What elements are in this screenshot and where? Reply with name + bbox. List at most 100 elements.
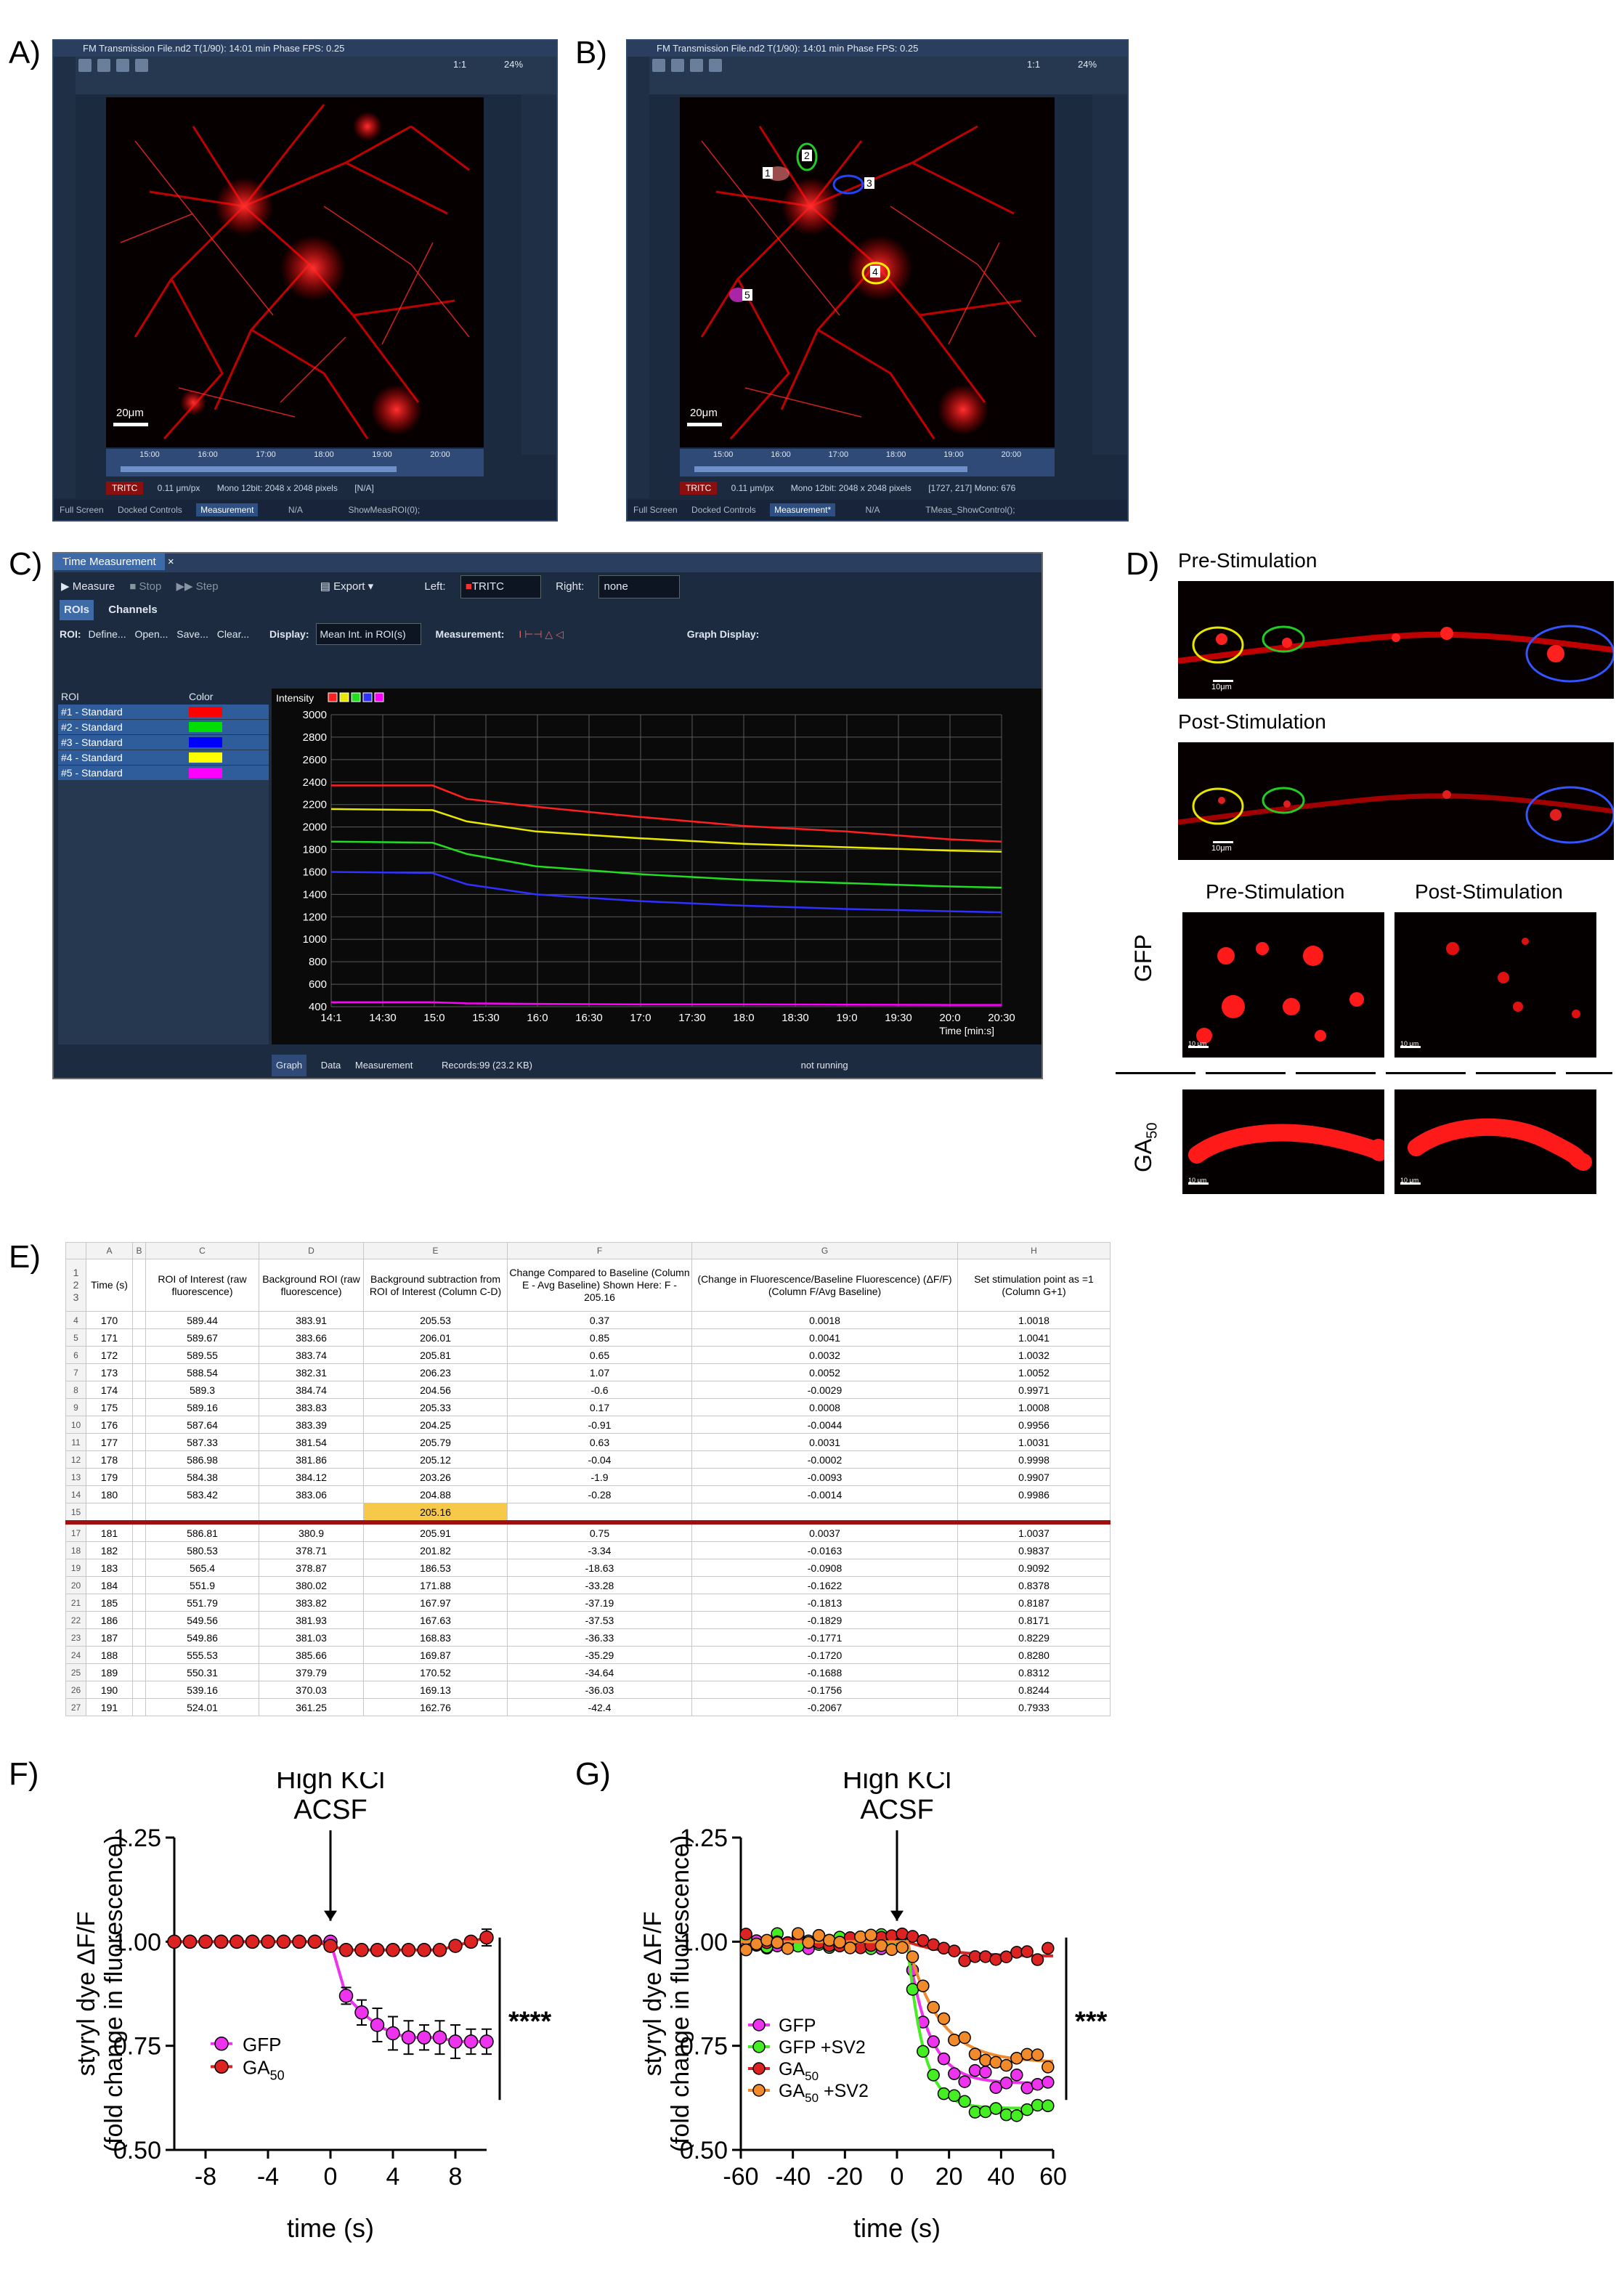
table-cell[interactable]: -0.28 (507, 1485, 692, 1503)
table-cell[interactable]: 383.82 (259, 1594, 364, 1612)
table-cell[interactable]: 383.74 (259, 1346, 364, 1364)
table-cell[interactable]: 0.9986 (957, 1485, 1111, 1503)
table-cell[interactable]: 206.23 (363, 1363, 508, 1381)
table-cell[interactable]: 0.9837 (957, 1541, 1111, 1559)
table-cell[interactable]: 205.16 (363, 1503, 508, 1523)
table-cell[interactable]: 187 (86, 1628, 133, 1647)
table-cell[interactable]: 0.9956 (957, 1416, 1111, 1434)
roi-color-swatch[interactable] (189, 737, 222, 747)
column-letter[interactable]: D (259, 1242, 364, 1259)
table-cell[interactable]: 182 (86, 1541, 133, 1559)
table-cell[interactable]: 0.9971 (957, 1381, 1111, 1399)
table-cell[interactable]: 205.53 (363, 1311, 508, 1329)
roi-row[interactable]: #5 - Standard (58, 766, 269, 780)
table-cell[interactable]: -42.4 (507, 1698, 692, 1716)
table-cell[interactable] (132, 1559, 146, 1577)
table-cell[interactable]: 380.9 (259, 1522, 364, 1542)
column-letter[interactable]: H (957, 1242, 1111, 1259)
table-cell[interactable]: -18.63 (507, 1559, 692, 1577)
table-cell[interactable] (132, 1328, 146, 1347)
table-cell[interactable]: 190 (86, 1681, 133, 1699)
table-cell[interactable]: 0.8280 (957, 1646, 1111, 1664)
table-cell[interactable] (132, 1503, 146, 1523)
table-cell[interactable]: 1.0052 (957, 1363, 1111, 1381)
table-cell[interactable]: 549.56 (145, 1611, 259, 1629)
column-letter[interactable]: A (86, 1242, 133, 1259)
table-cell[interactable] (132, 1663, 146, 1681)
table-cell[interactable]: 587.64 (145, 1416, 259, 1434)
table-cell[interactable]: 1.0037 (957, 1522, 1111, 1542)
table-cell[interactable]: 381.93 (259, 1611, 364, 1629)
table-cell[interactable]: -0.0014 (691, 1485, 958, 1503)
table-cell[interactable]: 162.76 (363, 1698, 508, 1716)
table-cell[interactable]: 180 (86, 1485, 133, 1503)
table-cell[interactable]: 206.01 (363, 1328, 508, 1347)
table-cell[interactable]: 0.17 (507, 1398, 692, 1416)
table-cell[interactable]: 384.12 (259, 1468, 364, 1486)
table-cell[interactable]: 0.63 (507, 1433, 692, 1451)
roi-color-swatch[interactable] (189, 768, 222, 778)
table-cell[interactable]: 171 (86, 1328, 133, 1347)
header-cell[interactable]: (Change in Fluorescence/Baseline Fluores… (691, 1259, 958, 1312)
status-tab-active[interactable]: Measurement* (770, 503, 836, 516)
table-cell[interactable]: 204.88 (363, 1485, 508, 1503)
table-cell[interactable]: -0.6 (507, 1381, 692, 1399)
export-button[interactable]: ▤ Export ▾ (320, 580, 374, 593)
table-cell[interactable]: 169.13 (363, 1681, 508, 1699)
table-cell[interactable]: 171.88 (363, 1576, 508, 1594)
table-cell[interactable]: 205.91 (363, 1522, 508, 1542)
table-cell[interactable]: -0.1688 (691, 1663, 958, 1681)
table-cell[interactable] (132, 1576, 146, 1594)
table-cell[interactable] (132, 1485, 146, 1503)
table-cell[interactable]: 0.8244 (957, 1681, 1111, 1699)
table-cell[interactable]: 203.26 (363, 1468, 508, 1486)
left-channel-select[interactable]: ■TRITC (460, 575, 541, 598)
table-cell[interactable]: 549.86 (145, 1628, 259, 1647)
table-cell[interactable]: 382.31 (259, 1363, 364, 1381)
roi-row[interactable]: #4 - Standard (58, 750, 269, 765)
table-cell[interactable]: 0.75 (507, 1522, 692, 1542)
table-cell[interactable]: 381.86 (259, 1450, 364, 1469)
table-cell[interactable]: 0.8187 (957, 1594, 1111, 1612)
table-cell[interactable]: 379.79 (259, 1663, 364, 1681)
table-cell[interactable]: 586.98 (145, 1450, 259, 1469)
table-cell[interactable]: 0.0037 (691, 1522, 958, 1542)
measure-tool-icon[interactable] (690, 59, 703, 72)
roi-tool-icon[interactable] (78, 59, 92, 72)
table-cell[interactable]: 0.0032 (691, 1346, 958, 1364)
table-cell[interactable]: 0.0041 (691, 1328, 958, 1347)
table-cell[interactable]: 0.0052 (691, 1363, 958, 1381)
table-cell[interactable]: 167.63 (363, 1611, 508, 1629)
table-cell[interactable]: 589.67 (145, 1328, 259, 1347)
rois-tab[interactable]: ROIs (60, 600, 94, 620)
table-cell[interactable]: 204.56 (363, 1381, 508, 1399)
display-select[interactable]: Mean Int. in ROI(s) (316, 623, 421, 645)
header-cell[interactable]: Time (s) (86, 1259, 133, 1312)
table-cell[interactable]: 580.53 (145, 1541, 259, 1559)
table-cell[interactable] (507, 1503, 692, 1523)
open-button[interactable]: Open... (134, 628, 169, 640)
roi-color-swatch[interactable] (189, 752, 222, 763)
table-cell[interactable]: 378.71 (259, 1541, 364, 1559)
status-tab[interactable]: Full Screen (633, 505, 678, 515)
table-cell[interactable]: -0.1813 (691, 1594, 958, 1612)
table-cell[interactable]: -36.33 (507, 1628, 692, 1647)
header-cell[interactable]: Set stimulation point as =1 (Column G+1) (957, 1259, 1111, 1312)
column-letter[interactable]: B (132, 1242, 146, 1259)
table-cell[interactable]: 1.0032 (957, 1346, 1111, 1364)
table-cell[interactable]: -0.91 (507, 1416, 692, 1434)
column-letter[interactable]: F (507, 1242, 692, 1259)
table-cell[interactable]: 177 (86, 1433, 133, 1451)
channel-tab[interactable]: TRITC (680, 482, 718, 495)
table-cell[interactable]: -1.9 (507, 1468, 692, 1486)
table-cell[interactable] (132, 1311, 146, 1329)
roi-row[interactable]: #3 - Standard (58, 735, 269, 750)
table-cell[interactable] (132, 1594, 146, 1612)
header-cell[interactable]: Background ROI (raw fluorescence) (259, 1259, 364, 1312)
table-cell[interactable]: 0.65 (507, 1346, 692, 1364)
table-cell[interactable]: 0.8378 (957, 1576, 1111, 1594)
table-cell[interactable]: 551.79 (145, 1594, 259, 1612)
timeline-slider[interactable] (694, 466, 967, 472)
table-cell[interactable]: 172 (86, 1346, 133, 1364)
step-button[interactable]: ▶▶ Step (176, 580, 219, 593)
